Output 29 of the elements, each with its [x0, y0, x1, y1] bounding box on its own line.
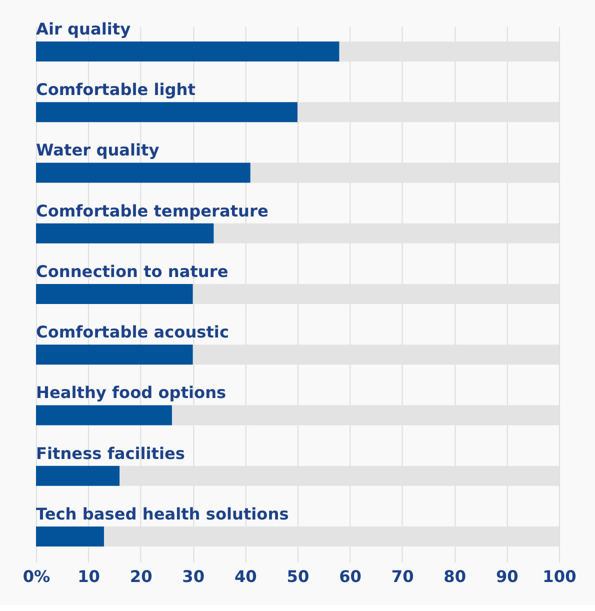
- x-tick-label: 10: [78, 567, 100, 586]
- x-tick-label: 0%: [22, 567, 50, 586]
- y-tick-label: Comfortable light: [36, 80, 196, 100]
- x-tick-label: 30: [182, 567, 205, 586]
- x-tick-label: 80: [444, 567, 466, 586]
- y-tick-label: Water quality: [36, 140, 160, 160]
- x-tick-label: 100: [542, 567, 576, 586]
- bar: [36, 344, 193, 365]
- x-tick-label: 60: [339, 567, 362, 586]
- bar: [36, 162, 250, 183]
- x-tick-label: 70: [391, 567, 414, 586]
- x-tick-label: 40: [234, 567, 257, 586]
- y-tick-label: Connection to nature: [36, 262, 228, 281]
- x-tick-label: 50: [286, 567, 310, 586]
- bar: [36, 405, 172, 426]
- y-tick-label: Healthy food options: [36, 383, 226, 402]
- y-tick-label: Comfortable acoustic: [36, 322, 229, 342]
- y-tick-label: Fitness facilities: [36, 444, 186, 463]
- bar: [36, 41, 340, 62]
- y-tick-label: Tech based health solutions: [36, 504, 289, 524]
- bar: [36, 526, 104, 546]
- y-tick-label: Air quality: [36, 19, 132, 38]
- bar: [36, 466, 120, 486]
- bar: [36, 284, 193, 304]
- x-tick-label: 90: [496, 567, 518, 586]
- bar: [36, 223, 214, 244]
- bar: [36, 102, 298, 122]
- y-tick-label: Comfortable temperature: [36, 201, 268, 220]
- x-tick-label: 20: [130, 567, 152, 586]
